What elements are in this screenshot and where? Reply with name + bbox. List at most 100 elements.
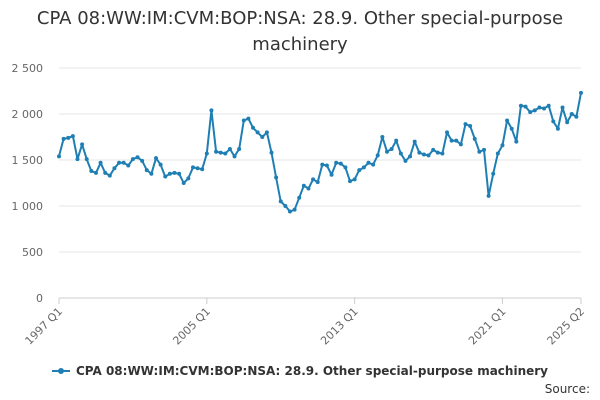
data-point[interactable] — [481, 147, 486, 152]
data-point[interactable] — [209, 108, 214, 113]
data-point[interactable] — [352, 177, 357, 182]
data-point[interactable] — [75, 157, 80, 162]
data-point[interactable] — [195, 166, 200, 171]
data-point[interactable] — [140, 158, 145, 163]
data-point[interactable] — [89, 169, 94, 174]
data-point[interactable] — [394, 138, 399, 143]
data-point[interactable] — [417, 150, 422, 155]
data-point[interactable] — [505, 118, 510, 123]
data-point[interactable] — [542, 106, 547, 111]
data-point[interactable] — [523, 104, 528, 109]
data-point[interactable] — [463, 122, 468, 127]
data-point[interactable] — [246, 116, 251, 121]
data-point[interactable] — [468, 123, 473, 128]
data-point[interactable] — [324, 163, 329, 168]
data-point[interactable] — [223, 151, 228, 156]
data-point[interactable] — [348, 179, 353, 184]
data-point[interactable] — [338, 161, 343, 166]
data-point[interactable] — [491, 171, 496, 176]
data-point[interactable] — [70, 134, 75, 139]
data-point[interactable] — [232, 154, 237, 159]
data-point[interactable] — [117, 160, 122, 165]
data-point[interactable] — [200, 167, 205, 172]
data-point[interactable] — [287, 209, 292, 214]
data-point[interactable] — [255, 130, 260, 135]
data-point[interactable] — [251, 125, 256, 130]
data-point[interactable] — [112, 166, 117, 171]
data-point[interactable] — [181, 181, 186, 185]
data-point[interactable] — [384, 149, 389, 154]
data-point[interactable] — [214, 149, 219, 154]
data-point[interactable] — [204, 151, 209, 156]
legend[interactable]: CPA 08:WW:IM:CVM:BOP:NSA: 28.9. Other sp… — [0, 364, 600, 378]
data-point[interactable] — [426, 153, 431, 158]
data-point[interactable] — [569, 112, 574, 116]
data-point[interactable] — [80, 142, 85, 147]
data-point[interactable] — [283, 204, 288, 208]
data-point[interactable] — [500, 143, 505, 148]
data-point[interactable] — [486, 193, 491, 198]
data-point[interactable] — [560, 105, 565, 110]
data-point[interactable] — [320, 162, 325, 167]
data-point[interactable] — [421, 152, 426, 157]
data-point[interactable] — [130, 157, 135, 162]
data-point[interactable] — [57, 154, 61, 159]
data-point[interactable] — [306, 186, 311, 191]
data-point[interactable] — [445, 130, 450, 135]
data-point[interactable] — [158, 162, 163, 167]
data-point[interactable] — [274, 175, 279, 180]
data-point[interactable] — [126, 163, 131, 168]
data-point[interactable] — [412, 139, 417, 144]
data-point[interactable] — [167, 171, 172, 176]
data-point[interactable] — [190, 165, 195, 170]
data-point[interactable] — [574, 114, 579, 119]
data-point[interactable] — [495, 151, 500, 156]
data-point[interactable] — [371, 162, 376, 167]
data-point[interactable] — [555, 126, 560, 131]
data-point[interactable] — [93, 170, 98, 175]
data-point[interactable] — [435, 150, 440, 155]
data-point[interactable] — [343, 165, 348, 170]
data-point[interactable] — [144, 168, 149, 173]
data-point[interactable] — [227, 146, 232, 151]
data-point[interactable] — [107, 173, 112, 178]
data-point[interactable] — [389, 146, 394, 151]
data-point[interactable] — [546, 103, 551, 108]
data-point[interactable] — [315, 180, 320, 185]
data-point[interactable] — [579, 90, 583, 95]
data-point[interactable] — [403, 158, 408, 163]
data-point[interactable] — [154, 156, 159, 161]
data-point[interactable] — [366, 160, 371, 165]
data-point[interactable] — [408, 154, 413, 159]
data-point[interactable] — [329, 172, 334, 177]
data-point[interactable] — [278, 199, 283, 204]
data-point[interactable] — [264, 130, 269, 135]
data-point[interactable] — [509, 126, 514, 131]
data-point[interactable] — [98, 160, 103, 165]
data-point[interactable] — [103, 170, 108, 175]
data-point[interactable] — [454, 138, 459, 143]
data-point[interactable] — [537, 105, 542, 110]
data-point[interactable] — [440, 151, 445, 156]
data-point[interactable] — [458, 142, 463, 147]
data-point[interactable] — [301, 183, 306, 188]
data-point[interactable] — [66, 135, 71, 140]
data-point[interactable] — [449, 138, 454, 143]
data-point[interactable] — [431, 147, 436, 152]
data-point[interactable] — [237, 146, 242, 151]
data-point[interactable] — [532, 108, 537, 113]
data-point[interactable] — [84, 157, 89, 162]
data-point[interactable] — [149, 171, 154, 176]
data-point[interactable] — [477, 149, 482, 154]
data-point[interactable] — [121, 160, 126, 165]
data-point[interactable] — [334, 160, 339, 165]
data-point[interactable] — [241, 118, 246, 123]
data-point[interactable] — [163, 174, 168, 179]
data-point[interactable] — [565, 120, 570, 125]
data-point[interactable] — [269, 150, 274, 155]
data-point[interactable] — [292, 207, 297, 212]
data-point[interactable] — [135, 155, 140, 160]
data-point[interactable] — [177, 171, 182, 176]
data-point[interactable] — [357, 168, 362, 173]
data-point[interactable] — [514, 139, 519, 144]
